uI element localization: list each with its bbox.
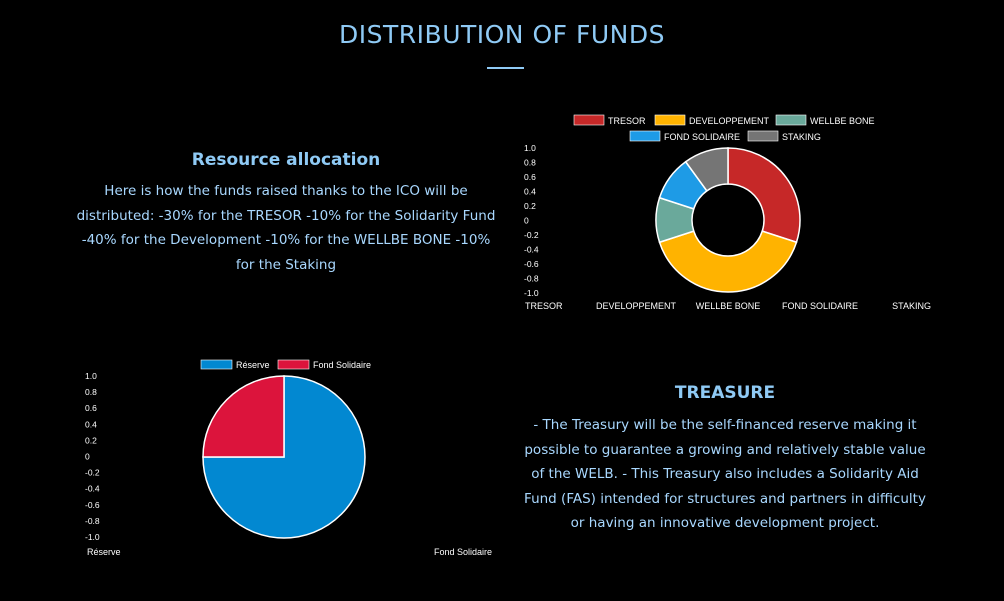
treasure-text: - The Treasury will be the self-financed…: [524, 417, 926, 531]
y-tick-label: 1.0: [85, 371, 97, 381]
y-tick-label: 0.4: [524, 187, 536, 197]
allocation-text: Here is how the funds raised thanks to t…: [76, 183, 496, 273]
legend-swatch-tresor: [573, 114, 605, 126]
y-tick-label: 0.6: [85, 403, 97, 413]
y-tick-label: -0.6: [524, 259, 539, 269]
y-tick-label: -0.4: [524, 245, 539, 255]
y-tick-label: -0.4: [85, 484, 100, 494]
y-tick-label: 1.0: [524, 143, 536, 153]
legend-label-fond-solidaire: FOND SOLIDAIRE: [664, 132, 740, 142]
legend-swatch-wellbe-bone: [775, 114, 807, 126]
y-tick-label: -0.2: [524, 230, 539, 240]
slice-developpement: [658, 230, 798, 293]
legend-label-reserve: Réserve: [236, 360, 270, 370]
y-tick-label: -0.2: [85, 468, 100, 478]
legend-label-fond-solidaire: Fond Solidaire: [313, 360, 371, 370]
y-tick-label: 0.8: [524, 158, 536, 168]
legend-swatch-fond-solidaire: [277, 359, 310, 370]
slice-tresor: [727, 147, 801, 244]
slice-fond-solidaire: [202, 375, 285, 458]
legend-label-wellbe-bone: WELLBE BONE: [810, 116, 875, 126]
y-tick-label: 0.8: [85, 387, 97, 397]
x-tick-label-fond-solidaire: Fond Solidaire: [434, 547, 492, 557]
legend-label-tresor: TRESOR: [608, 116, 646, 126]
y-tick-label: -1.0: [85, 532, 100, 542]
title-underline: [487, 67, 524, 69]
legend-swatch-staking: [747, 130, 779, 142]
y-tick-label: -1.0: [524, 288, 539, 298]
y-tick-label: 0.4: [85, 419, 97, 429]
y-tick-label: 0.2: [524, 201, 536, 211]
x-tick-label-tresor: TRESOR: [525, 301, 563, 311]
y-tick-label: -0.6: [85, 500, 100, 510]
y-tick-label: 0.6: [524, 172, 536, 182]
legend-label-developpement: DEVELOPPEMENT: [689, 116, 770, 126]
allocation-heading: Resource allocation: [191, 150, 381, 170]
treasure-heading: TREASURE: [674, 383, 776, 403]
y-tick-label: 0: [524, 216, 529, 226]
y-tick-label: -0.8: [85, 516, 100, 526]
legend-swatch-fond-solidaire: [629, 130, 661, 142]
y-tick-label: 0.2: [85, 435, 97, 445]
y-tick-label: -0.8: [524, 274, 539, 284]
x-tick-label-wellbe-bone: WELLBE BONE: [696, 301, 761, 311]
x-tick-label-developpement: DEVELOPPEMENT: [596, 301, 677, 311]
legend-swatch-developpement: [654, 114, 686, 126]
x-tick-label-reserve: Réserve: [87, 547, 121, 557]
y-tick-label: 0: [85, 452, 90, 462]
x-tick-label-fond-solidaire: FOND SOLIDAIRE: [782, 301, 858, 311]
page-title: DISTRIBUTION OF FUNDS: [339, 20, 665, 49]
legend-label-staking: STAKING: [782, 132, 821, 142]
slice-staking: [684, 147, 729, 192]
legend-swatch-reserve: [200, 359, 233, 370]
x-tick-label-staking: STAKING: [892, 301, 931, 311]
